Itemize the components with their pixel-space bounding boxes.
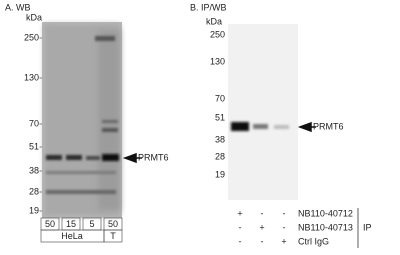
marker-label: 38 bbox=[29, 165, 39, 175]
marker-label: 250 bbox=[24, 32, 39, 42]
ip-symbol: - bbox=[239, 236, 242, 246]
ip-symbol: + bbox=[237, 208, 242, 218]
unit: kDa bbox=[26, 12, 42, 22]
marker-label: 19 bbox=[215, 169, 225, 179]
lane-label: 50 bbox=[45, 219, 55, 229]
panel-label: B. IP/WB bbox=[190, 2, 227, 12]
blot-b bbox=[228, 24, 298, 200]
lane-label: 50 bbox=[108, 219, 118, 229]
marker-label: 70 bbox=[29, 118, 39, 128]
arrow bbox=[297, 121, 316, 133]
sample-label: HeLa bbox=[61, 231, 83, 241]
marker-label: 28 bbox=[215, 151, 225, 161]
ip-symbol: - bbox=[239, 222, 242, 232]
group-label: IP bbox=[363, 222, 372, 232]
blot-a bbox=[42, 22, 122, 218]
ip-symbol: - bbox=[283, 222, 286, 232]
panel-label: A. WB bbox=[5, 2, 31, 12]
marker-label: 130 bbox=[24, 72, 39, 82]
ip-label: NB110-40712 bbox=[298, 208, 353, 218]
marker-label: 38 bbox=[215, 134, 225, 144]
ip-symbol: - bbox=[261, 208, 264, 218]
ip-symbol: - bbox=[283, 208, 286, 218]
target-label: PRMT6 bbox=[138, 152, 169, 162]
arrow bbox=[122, 152, 142, 164]
ip-symbol: - bbox=[261, 236, 264, 246]
lane-label: 5 bbox=[89, 219, 94, 229]
marker-label: 51 bbox=[215, 112, 225, 122]
ip-symbol: + bbox=[259, 222, 264, 232]
ip-label: NB110-40713 bbox=[298, 222, 353, 232]
marker-label: 130 bbox=[210, 56, 225, 66]
ip-label: Ctrl IgG bbox=[298, 236, 329, 246]
unit: kDa bbox=[206, 16, 222, 26]
marker-label: 51 bbox=[29, 141, 39, 151]
marker-label: 28 bbox=[29, 186, 39, 196]
marker-label: 70 bbox=[215, 93, 225, 103]
ip-symbol: + bbox=[281, 236, 286, 246]
sample-label: T bbox=[110, 231, 116, 241]
target-label: PRMT6 bbox=[313, 121, 344, 131]
marker-label: 250 bbox=[210, 29, 225, 39]
marker-label: 19 bbox=[29, 205, 39, 215]
lane-label: 15 bbox=[66, 219, 76, 229]
sample-box bbox=[103, 229, 123, 243]
